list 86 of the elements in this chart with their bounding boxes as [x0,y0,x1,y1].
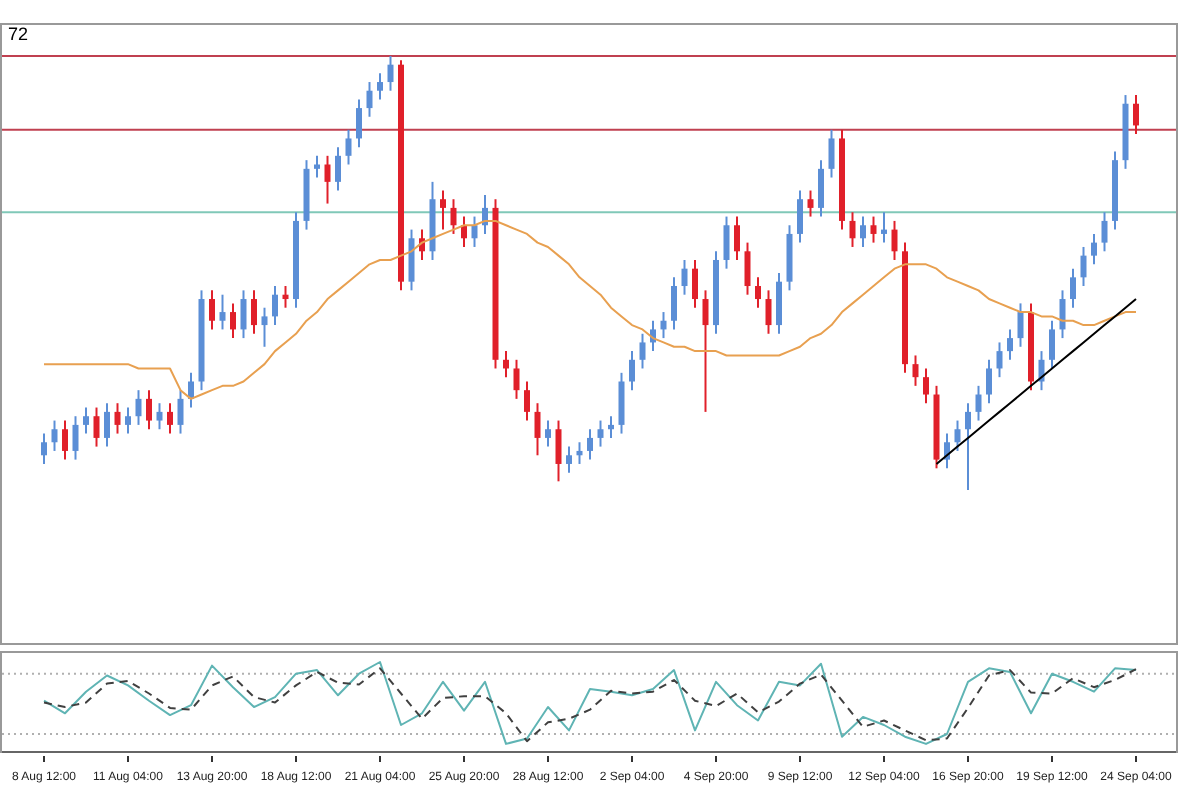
candlestick [923,367,929,405]
candlestick [377,72,383,101]
candlestick [335,146,341,192]
candlestick [545,419,551,448]
candlestick [870,215,877,244]
candlestick [41,432,47,465]
candlestick [891,219,898,261]
candlestick [1017,302,1024,348]
candlestick [261,306,268,348]
candlestick [1049,319,1055,370]
candlestick [671,276,677,331]
candlestick [114,402,121,435]
candlestick [503,350,509,379]
candlestick [440,189,446,231]
candlestick [576,441,583,465]
candlestick [513,358,520,400]
candlestick [765,289,772,335]
candlestick [93,406,100,448]
candlestick [524,380,530,422]
candlestick [954,419,961,452]
candlestick [723,215,730,270]
candlestick [146,389,152,431]
candlestick [219,293,226,331]
candlestick [282,285,289,309]
candlestick [986,358,992,405]
candlestick [807,189,814,218]
candlestick [734,215,740,261]
candlestick [618,371,625,435]
candlestick [587,428,593,461]
text: 72 [8,24,29,44]
candlestick [1133,94,1139,136]
candlestick [345,128,352,166]
candlestick [251,289,257,335]
candlestick [83,406,89,435]
candlestick [555,419,562,483]
candlestick [1091,232,1097,266]
candlestick [639,332,646,370]
candlestick [786,224,793,292]
candlestick [849,211,856,248]
candlestick [135,389,142,426]
candlestick [702,289,709,413]
candlestick [681,258,688,296]
candlestick [314,154,320,179]
candlestick [156,402,163,431]
candlestick [755,276,761,309]
candlestick [62,419,68,461]
candlestick [965,402,971,491]
candlestick [776,272,782,335]
candlestick [1080,245,1087,288]
candlestick [450,198,457,235]
candlestick [104,402,110,448]
candlestick [744,241,751,296]
candlestick [797,189,803,244]
candlestick [1070,267,1076,309]
candlestick [125,406,131,435]
candlestick [356,98,362,149]
candlestick [975,384,982,422]
candlestick [366,81,373,118]
candlestick [1101,211,1108,253]
candlestick [209,289,215,331]
candlestick [51,419,58,452]
candlestick [324,154,331,205]
candlestick [72,415,79,461]
candlestick [660,311,667,340]
candlestick [818,159,824,218]
candlestick [828,128,835,179]
candlestick [177,389,184,435]
candlestick [597,419,604,448]
candlestick [1059,289,1066,340]
candlestick [1007,328,1013,361]
candlestick [471,215,478,248]
candlestick [534,402,541,457]
candlestick [408,228,415,292]
candlestick [272,285,278,327]
candlestick [240,289,247,340]
candlestick [692,258,698,309]
candlestick [860,215,866,248]
candlestick [230,302,236,340]
candlestick [608,415,614,439]
candlestick [881,211,887,244]
candlestick [387,55,394,92]
candlestick [167,402,173,435]
candlestick [629,350,635,392]
candlestick [912,354,919,387]
candlestick [996,341,1003,379]
candlestick [566,445,572,474]
